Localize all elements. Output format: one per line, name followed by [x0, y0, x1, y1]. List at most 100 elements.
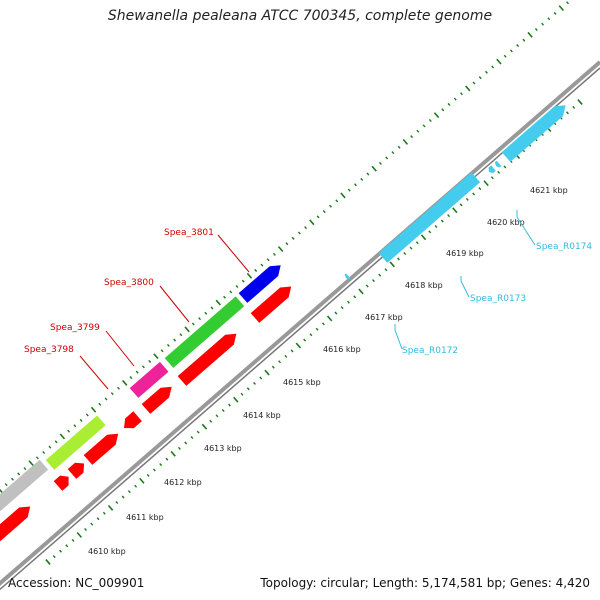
tick-mark	[291, 236, 295, 240]
gene-label: Spea_R0173	[470, 294, 526, 304]
tick-mark	[198, 317, 202, 321]
tick-mark	[215, 414, 219, 418]
tick-mark	[503, 54, 507, 58]
tick-mark	[334, 311, 338, 315]
gene-feature-red	[141, 386, 172, 414]
tick-mark	[233, 396, 239, 403]
kbp-label: 4614 kbp	[243, 411, 281, 420]
tick-mark	[23, 467, 27, 471]
tick-mark	[321, 322, 325, 326]
tick-mark	[391, 151, 395, 155]
tick-mark	[366, 172, 370, 176]
rrna-feature-cyan	[494, 160, 502, 168]
tick-mark	[346, 300, 350, 304]
leader-lines	[79, 210, 536, 390]
tick-mark	[459, 203, 463, 207]
tick-mark	[67, 429, 71, 433]
tick-mark	[139, 477, 145, 484]
tick-mark	[127, 490, 131, 494]
gene-feature-red	[177, 333, 237, 386]
tick-mark	[485, 70, 488, 74]
tick-mark	[527, 31, 533, 38]
kbp-label: 4617 kbp	[365, 313, 403, 322]
tick-mark	[71, 538, 75, 542]
tick-mark	[340, 306, 344, 310]
tick-mark	[98, 402, 102, 406]
tick-mark	[52, 555, 56, 559]
tick-mark	[272, 252, 276, 256]
gene-labels: Spea_3801 Spea_3800 Spea_3799 Spea_3798 …	[24, 228, 592, 356]
tick-mark	[110, 392, 114, 396]
tick-mark	[254, 268, 258, 272]
tick-mark	[522, 38, 526, 42]
gene-features	[0, 105, 566, 542]
tick-mark	[472, 192, 476, 196]
tick-mark	[304, 226, 308, 230]
tick-mark	[378, 273, 382, 277]
tick-mark	[228, 403, 231, 407]
tick-mark	[566, 1, 569, 5]
tick-mark	[541, 22, 545, 26]
tick-mark	[210, 306, 214, 310]
tick-mark	[221, 408, 225, 412]
tick-mark	[278, 360, 282, 364]
tick-mark	[397, 257, 400, 261]
tick-mark	[201, 423, 208, 430]
tick-mark	[420, 234, 427, 241]
tick-mark	[241, 279, 245, 283]
tick-mark	[73, 424, 77, 428]
tick-mark	[196, 430, 200, 434]
gene-label: Spea_3799	[50, 323, 100, 333]
tick-mark	[378, 161, 382, 165]
tick-mark	[316, 215, 320, 219]
tick-mark	[472, 81, 476, 85]
tick-mark	[122, 379, 128, 386]
tick-mark	[353, 295, 357, 299]
tick-mark	[303, 338, 307, 342]
tick-mark	[491, 65, 495, 69]
kbp-label: 4612 kbp	[164, 478, 202, 487]
tick-mark	[465, 197, 469, 201]
tick-mark	[547, 17, 551, 21]
tick-mark	[190, 436, 194, 440]
tick-mark	[428, 119, 432, 123]
tick-mark	[184, 326, 190, 333]
tick-mark	[460, 92, 463, 96]
tick-mark	[76, 532, 82, 538]
gene-feature-red	[124, 411, 142, 429]
tick-mark	[17, 472, 21, 476]
tick-mark	[246, 272, 253, 279]
gene-feature-red	[250, 286, 292, 323]
tick-mark	[160, 349, 164, 353]
rrna-feature-cyan	[378, 172, 481, 263]
tick-mark	[452, 207, 458, 214]
tick-mark	[141, 365, 145, 369]
tick-mark	[129, 376, 133, 380]
tick-mark	[48, 445, 52, 449]
tick-mark	[290, 349, 294, 353]
tick-mark	[117, 386, 120, 390]
tick-mark	[166, 343, 170, 347]
tick-mark	[309, 333, 313, 337]
tick-mark	[295, 342, 302, 349]
tick-mark	[440, 219, 444, 223]
kbp-label: 4619 kbp	[446, 249, 484, 258]
tick-mark	[315, 327, 319, 331]
tick-mark	[159, 463, 163, 467]
tick-mark	[11, 477, 14, 481]
tick-mark	[402, 138, 409, 145]
tick-mark	[184, 441, 188, 445]
tick-mark	[107, 504, 114, 511]
tick-mark	[572, 105, 576, 109]
tick-mark	[490, 176, 494, 180]
tick-mark	[284, 354, 288, 358]
kbp-label: 4610 kbp	[88, 547, 126, 556]
gene-feature-red	[83, 433, 119, 465]
tick-mark	[84, 528, 87, 532]
tick-mark	[134, 484, 138, 488]
tick-mark	[179, 333, 183, 337]
tick-mark	[329, 204, 332, 208]
gene-feature-red	[67, 462, 85, 479]
kbp-label: 4611 kbp	[126, 513, 164, 522]
